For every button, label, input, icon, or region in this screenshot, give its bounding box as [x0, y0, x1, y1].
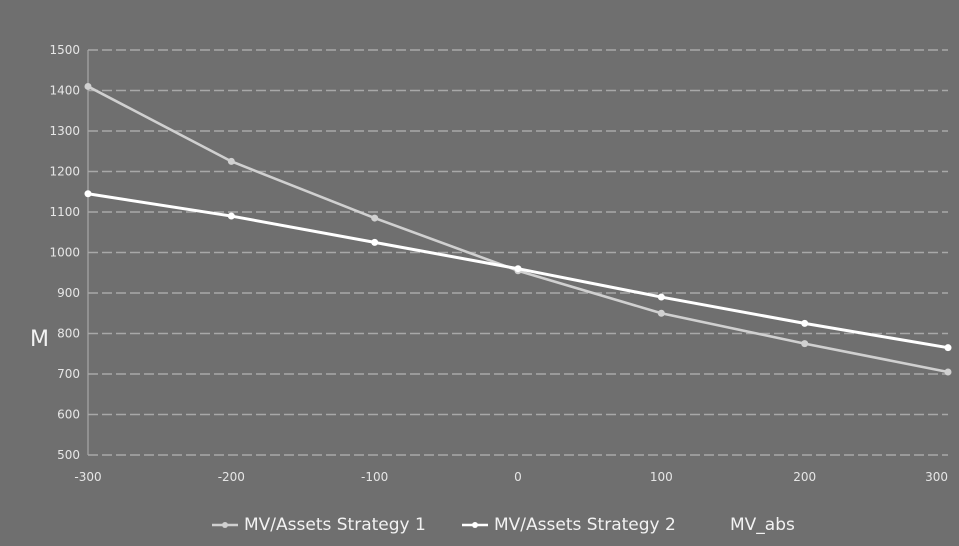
- data-point: [801, 319, 809, 327]
- data-point: [657, 293, 665, 301]
- y-axis-label: M: [30, 327, 49, 352]
- y-tick-label: 600: [57, 408, 80, 422]
- x-tick-label: 200: [793, 470, 816, 484]
- data-point: [84, 190, 92, 198]
- y-tick-label: 1000: [49, 246, 80, 260]
- x-tick-label: -100: [361, 470, 388, 484]
- data-point: [371, 238, 379, 246]
- x-tick-label: -200: [218, 470, 245, 484]
- series-line-1: [87, 85, 949, 374]
- y-tick-label: 1200: [49, 165, 80, 179]
- x-tick-label: 100: [650, 470, 673, 484]
- legend-label: MV/Assets Strategy 2: [494, 515, 676, 535]
- x-tick-label: 0: [514, 470, 522, 484]
- y-tick-label: 1100: [49, 205, 80, 219]
- data-point: [514, 265, 522, 273]
- y-tick-label: 700: [57, 367, 80, 381]
- data-point: [227, 212, 235, 220]
- data-point: [371, 214, 379, 222]
- legend-marker: [472, 522, 478, 528]
- series-group: [84, 82, 952, 376]
- legend-label: MV/Assets Strategy 1: [244, 515, 426, 535]
- x-tick-label: 300: [925, 470, 948, 484]
- grid-lines: [87, 49, 948, 456]
- data-point: [657, 309, 665, 317]
- data-point: [227, 157, 235, 165]
- y-tick-label: 900: [57, 286, 80, 300]
- y-tick-label: 800: [57, 327, 80, 341]
- legend-label: MV_abs: [730, 515, 795, 535]
- x-tick-label: -300: [74, 470, 101, 484]
- legend-marker: [222, 522, 228, 528]
- y-axis-ticks: 500 600 700 800 900 1000 1100 1200 1300 1400 1500: [49, 43, 80, 462]
- legend: MV/Assets Strategy 1 MV/Assets Strategy 2…: [212, 515, 795, 535]
- y-tick-label: 1500: [49, 43, 80, 57]
- y-tick-label: 1400: [49, 84, 80, 98]
- data-point: [944, 368, 952, 376]
- data-point: [801, 340, 809, 348]
- data-point: [84, 82, 92, 90]
- data-point: [944, 344, 952, 352]
- y-tick-label: 500: [57, 448, 80, 462]
- x-axis-ticks: -300 -200 -100 0 100 200 300: [74, 470, 948, 484]
- y-tick-label: 1300: [49, 124, 80, 138]
